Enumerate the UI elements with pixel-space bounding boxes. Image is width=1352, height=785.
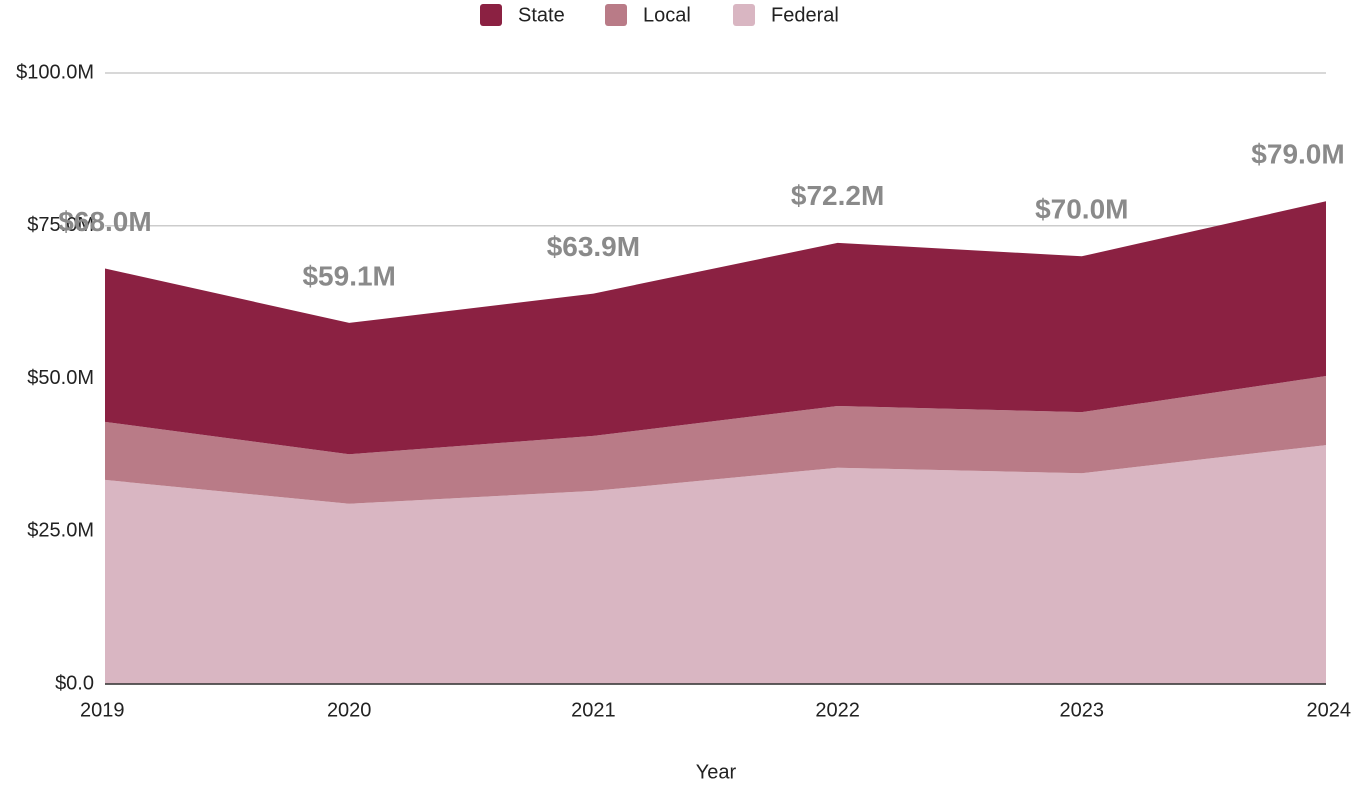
legend-swatch [605,4,627,26]
y-tick-label: $50.0M [27,367,94,389]
area [105,376,1326,504]
total-label: $63.9M [547,231,640,262]
x-tick-label: 2023 [1060,699,1105,721]
legend-swatch [733,4,755,26]
legend-label: State [518,4,565,26]
x-axis-label: Year [696,761,737,783]
y-tick-label: $25.0M [27,520,94,542]
area [105,445,1326,684]
y-tick-label: $0.0 [55,672,94,694]
x-tick-label: 2020 [327,699,372,721]
x-tick-label: 2024 [1307,699,1352,721]
y-tick-label: $100.0M [16,61,94,83]
legend-label: Federal [771,4,839,26]
total-label: $72.2M [791,180,884,211]
legend-swatch [480,4,502,26]
x-tick-label: 2022 [815,699,860,721]
x-tick-label: 2021 [571,699,616,721]
legend-label: Local [643,4,691,26]
y-tick-label: $75.0M [27,214,94,236]
total-label: $70.0M [1035,194,1128,225]
total-label: $79.0M [1251,139,1344,170]
total-label: $68.0M [58,206,151,237]
x-tick-label: 2019 [80,699,125,721]
area [105,201,1326,455]
total-label: $59.1M [302,260,395,291]
